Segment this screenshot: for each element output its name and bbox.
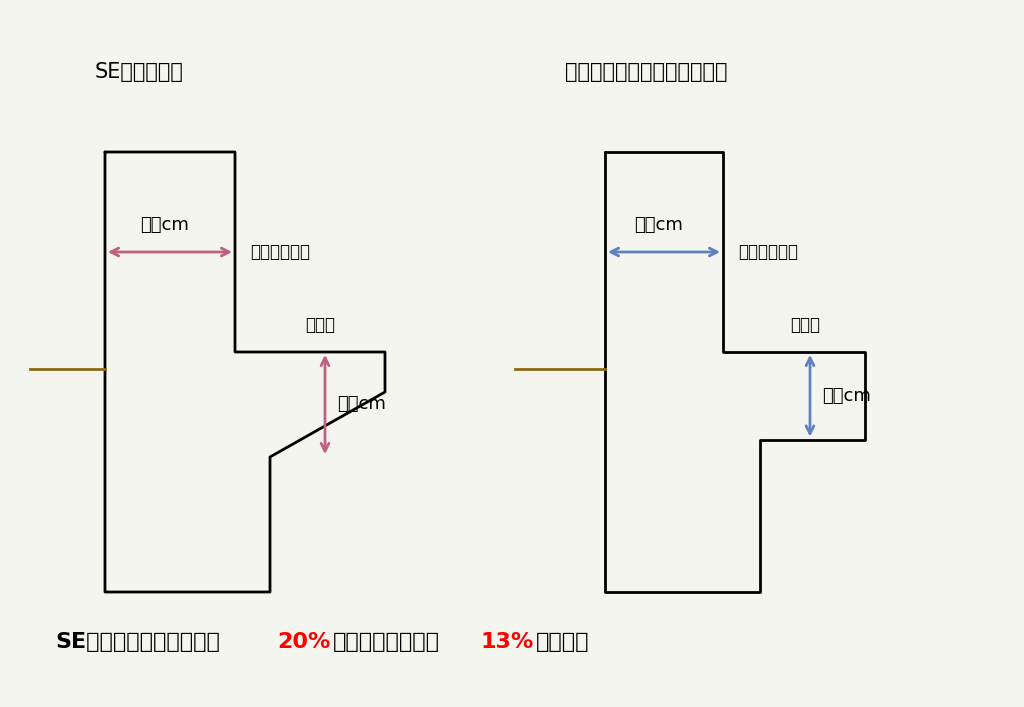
Text: 立ち上がり部: 立ち上がり部 <box>250 243 310 261</box>
Text: 一般的な在来軸組工法の基礎: 一般的な在来軸組工法の基礎 <box>565 62 727 82</box>
Text: 耐圧部: 耐圧部 <box>790 316 820 334</box>
Text: 20%: 20% <box>278 632 331 652</box>
Text: １５cm: １５cm <box>635 216 683 234</box>
Text: 立ち上がり部: 立ち上がり部 <box>738 243 798 261</box>
Text: 大きい！: 大きい！ <box>536 632 590 652</box>
Text: １８cm: １８cm <box>337 395 386 414</box>
Text: SE構法の基礎は耐圧部で: SE構法の基礎は耐圧部で <box>55 632 220 652</box>
Text: 耐圧部: 耐圧部 <box>305 316 335 334</box>
Text: 、立ち上がり部で: 、立ち上がり部で <box>333 632 439 652</box>
Text: １７cm: １７cm <box>140 216 189 234</box>
Text: １５cm: １５cm <box>822 387 870 404</box>
Text: 13%: 13% <box>480 632 534 652</box>
Text: SE構法の基礎: SE構法の基礎 <box>95 62 184 82</box>
